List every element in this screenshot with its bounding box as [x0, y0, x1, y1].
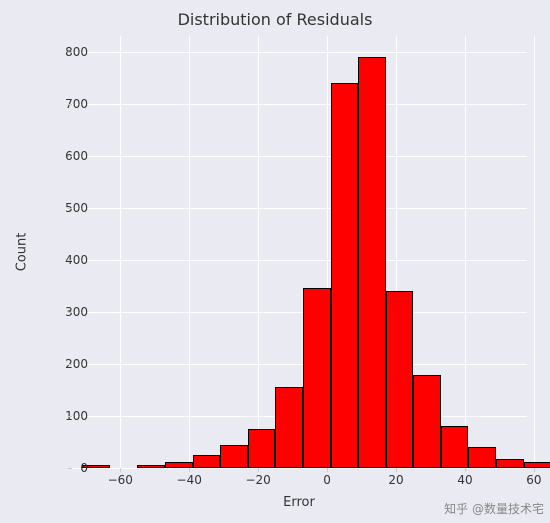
x-tick-label: 40 — [457, 473, 472, 487]
histogram-bar — [386, 291, 414, 468]
histogram-bar — [496, 459, 524, 468]
x-axis-label: Error — [283, 495, 315, 510]
chart-title: Distribution of Residuals — [0, 10, 550, 29]
y-tick-mark — [68, 52, 72, 53]
gridline-vertical — [534, 36, 535, 468]
plot-area — [72, 36, 527, 468]
gridline-horizontal — [72, 364, 527, 365]
y-tick-label: 0 — [28, 461, 88, 475]
y-tick-mark — [68, 364, 72, 365]
gridline-vertical — [258, 36, 259, 468]
gridline-horizontal — [72, 52, 527, 53]
y-tick-mark — [68, 156, 72, 157]
gridline-horizontal — [72, 312, 527, 313]
y-tick-label: 300 — [28, 305, 88, 319]
x-tick-mark — [327, 468, 328, 472]
histogram-bar — [220, 445, 248, 468]
histogram-bar — [331, 83, 359, 468]
histogram-bar — [248, 429, 276, 468]
y-tick-label: 100 — [28, 409, 88, 423]
x-tick-mark — [258, 468, 259, 472]
gridline-horizontal — [72, 156, 527, 157]
y-tick-label: 800 — [28, 45, 88, 59]
histogram-bar — [524, 462, 550, 468]
x-tick-label: 0 — [323, 473, 331, 487]
y-tick-mark — [68, 104, 72, 105]
x-tick-mark — [465, 468, 466, 472]
y-tick-mark — [68, 468, 72, 469]
histogram-bar — [413, 375, 441, 468]
gridline-horizontal — [72, 468, 527, 469]
x-tick-mark — [534, 468, 535, 472]
y-tick-mark — [68, 416, 72, 417]
gridline-vertical — [120, 36, 121, 468]
gridline-horizontal — [72, 104, 527, 105]
y-tick-label: 700 — [28, 97, 88, 111]
y-tick-label: 500 — [28, 201, 88, 215]
x-tick-label: −20 — [245, 473, 270, 487]
histogram-bar — [275, 387, 303, 468]
x-tick-mark — [189, 468, 190, 472]
x-tick-label: 20 — [388, 473, 403, 487]
x-tick-mark — [120, 468, 121, 472]
y-tick-mark — [68, 208, 72, 209]
x-tick-label: −40 — [177, 473, 202, 487]
histogram-bar — [193, 455, 221, 468]
histogram-bar — [358, 57, 386, 468]
y-tick-mark — [68, 260, 72, 261]
y-tick-mark — [68, 312, 72, 313]
histogram-bar — [441, 426, 469, 468]
x-tick-label: −60 — [108, 473, 133, 487]
gridline-vertical — [465, 36, 466, 468]
gridline-horizontal — [72, 208, 527, 209]
y-tick-label: 400 — [28, 253, 88, 267]
gridline-horizontal — [72, 260, 527, 261]
x-tick-mark — [396, 468, 397, 472]
gridline-vertical — [189, 36, 190, 468]
y-tick-label: 600 — [28, 149, 88, 163]
histogram-bar — [303, 288, 331, 468]
watermark: 知乎 @数量技术宅 — [444, 500, 544, 517]
y-tick-label: 200 — [28, 357, 88, 371]
x-tick-label: 60 — [526, 473, 541, 487]
histogram-bar — [468, 447, 496, 468]
figure: Distribution of Residuals Count Error 知乎… — [0, 0, 550, 523]
histogram-bar — [137, 465, 165, 468]
